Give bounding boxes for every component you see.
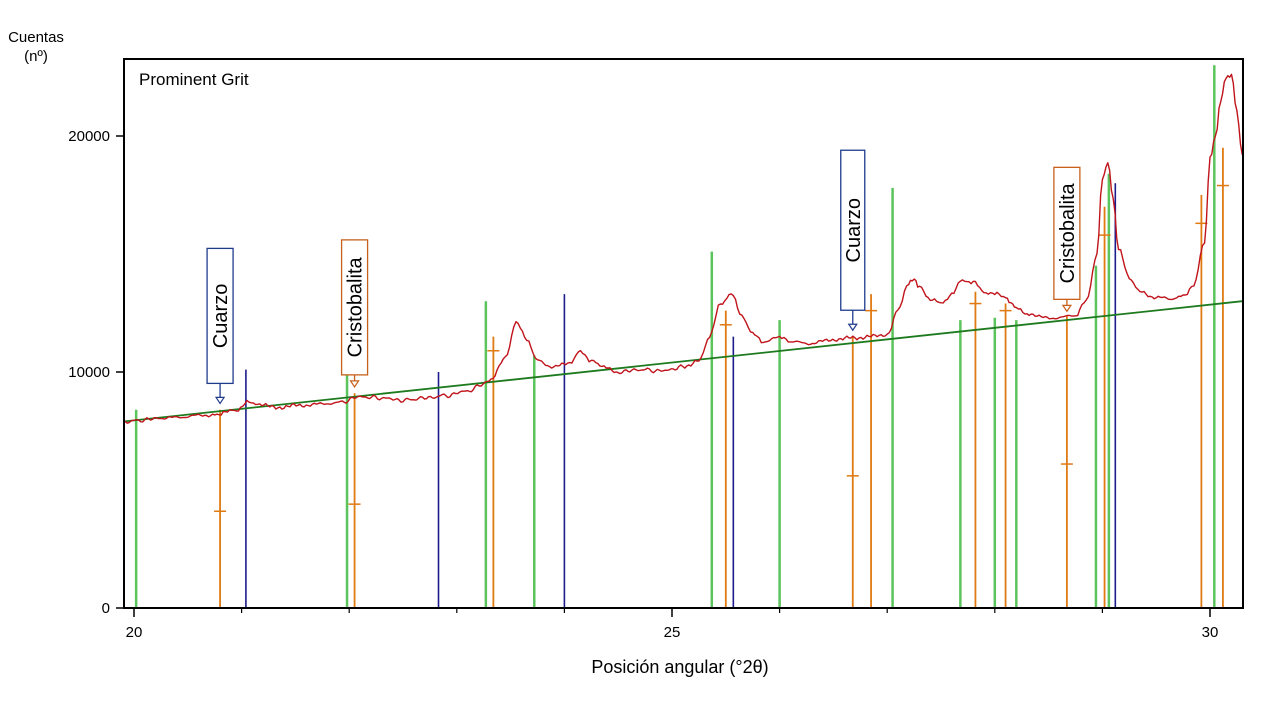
annotation-arrowhead bbox=[847, 323, 858, 332]
background-line bbox=[124, 300, 1243, 423]
annotation-label: Cuarzo bbox=[210, 284, 232, 348]
y-tick-label: 0 bbox=[102, 600, 110, 617]
plot-frame bbox=[123, 58, 1244, 609]
x-axis-label: Posición angular (°2θ) bbox=[591, 657, 769, 677]
annotation-arrowhead bbox=[1061, 304, 1073, 313]
annotation-cuarzo: Cuarzo bbox=[840, 149, 866, 332]
y-axis-label: Cuentas (nº) bbox=[0, 28, 72, 66]
x-tick-label: 20 bbox=[126, 624, 143, 641]
y-tick-label: 10000 bbox=[68, 364, 110, 381]
annotation-label: Cristobalita bbox=[345, 256, 367, 357]
annotation-arrowhead bbox=[214, 396, 226, 405]
plot-area bbox=[124, 65, 1243, 608]
y-axis-label-line-2: (nº) bbox=[24, 48, 48, 65]
x-tick-label: 25 bbox=[664, 624, 681, 641]
chart-title: Prominent Grit bbox=[139, 70, 249, 89]
x-tick-label: 30 bbox=[1202, 624, 1219, 641]
annotation-box bbox=[840, 149, 866, 311]
annotation-label: Cuarzo bbox=[843, 198, 865, 262]
diffractogram-line bbox=[124, 73, 1243, 424]
annotation-box bbox=[206, 247, 234, 385]
y-tick-label: 20000 bbox=[68, 128, 110, 145]
annotation-cristobalita: Cristobalita bbox=[1053, 166, 1081, 313]
annotation-label: Cristobalita bbox=[1057, 182, 1079, 283]
annotation-box bbox=[340, 239, 369, 376]
annotation-cristobalita: Cristobalita bbox=[340, 239, 369, 388]
annotation-cuarzo: Cuarzo bbox=[206, 247, 234, 405]
y-axis-label-line-1: Cuentas bbox=[8, 29, 64, 46]
annotation-arrowhead bbox=[349, 380, 360, 388]
annotation-box bbox=[1053, 166, 1081, 301]
